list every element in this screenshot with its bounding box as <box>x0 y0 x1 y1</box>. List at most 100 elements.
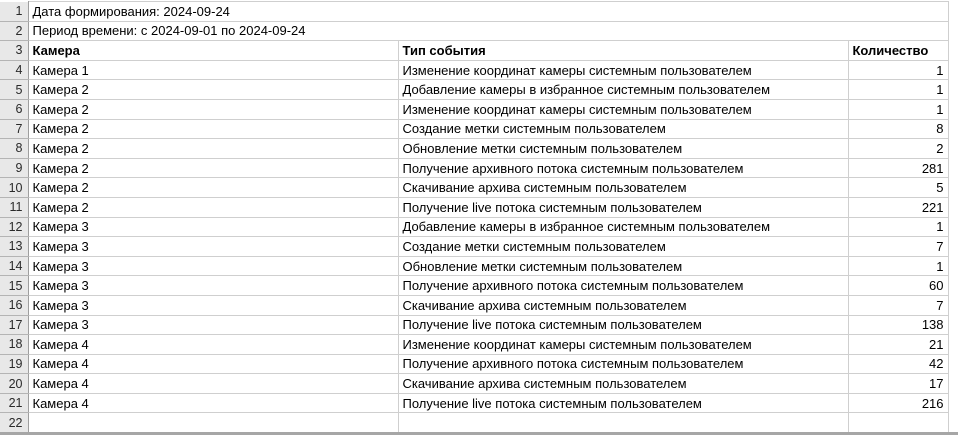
camera-cell[interactable]: Камера 4 <box>27 353 399 375</box>
row-number[interactable]: 20 <box>0 373 29 394</box>
camera-cell[interactable]: Камера 3 <box>27 255 399 277</box>
event-type-cell[interactable]: Получение архивного потока системным пол… <box>397 353 849 375</box>
event-type-cell[interactable]: Получение live потока системным пользова… <box>397 392 849 414</box>
info-cell[interactable]: Дата формирования: 2024-09-24 <box>27 1 949 22</box>
row-number[interactable]: 8 <box>0 138 29 159</box>
camera-cell[interactable]: Камера 3 <box>27 294 399 316</box>
empty-row: 22 <box>0 412 949 434</box>
row-number[interactable]: 11 <box>0 197 29 218</box>
event-type-cell[interactable]: Изменение координат камеры системным пол… <box>397 334 849 355</box>
row-number[interactable]: 5 <box>0 79 29 100</box>
info-row: 2 Период времени: с 2024-09-01 по 2024-09… <box>0 20 949 42</box>
camera-cell[interactable]: Камера 2 <box>27 138 399 159</box>
event-type-cell[interactable] <box>397 412 849 433</box>
row-number[interactable]: 2 <box>0 21 29 42</box>
count-cell[interactable]: 17 <box>847 373 949 394</box>
camera-cell[interactable]: Камера 2 <box>27 79 399 100</box>
row-number[interactable]: 18 <box>0 334 29 355</box>
row-number[interactable]: 16 <box>0 295 29 316</box>
camera-cell[interactable]: Камера 1 <box>27 59 399 81</box>
event-type-cell[interactable]: Получение архивного потока системным пол… <box>397 275 849 296</box>
data-row: 8 Камера 2 Обновление метки системным поль… <box>0 138 949 159</box>
camera-cell[interactable]: Камера 3 <box>27 236 399 257</box>
event-type-cell[interactable]: Добавление камеры в избранное системным … <box>397 216 849 238</box>
row-number[interactable]: 17 <box>0 315 29 336</box>
window-bottom-edge <box>0 432 958 435</box>
count-cell[interactable]: 7 <box>847 294 949 316</box>
data-row: 17 Камера 3 Получение live потока системны… <box>0 314 949 336</box>
camera-cell[interactable]: Камера 2 <box>27 118 399 140</box>
camera-cell[interactable]: Камера 2 <box>27 177 399 198</box>
count-cell[interactable]: 281 <box>847 157 949 179</box>
row-number[interactable]: 1 <box>0 1 29 22</box>
count-cell[interactable]: 1 <box>847 98 949 120</box>
event-type-cell[interactable]: Скачивание архива системным пользователе… <box>397 373 849 394</box>
data-row: 11 Камера 2 Получение live потока системны… <box>0 196 949 218</box>
camera-cell[interactable]: Камера 4 <box>27 334 399 355</box>
data-row: 21 Камера 4 Получение live потока системны… <box>0 392 949 414</box>
data-row: 10 Камера 2 Скачивание архива системным по… <box>0 177 949 198</box>
row-number[interactable]: 10 <box>0 177 29 198</box>
event-type-cell[interactable]: Скачивание архива системным пользователе… <box>397 177 849 198</box>
count-cell[interactable]: 216 <box>847 392 949 414</box>
row-number[interactable]: 15 <box>0 275 29 296</box>
camera-cell[interactable]: Камера 2 <box>27 98 399 120</box>
event-type-cell[interactable]: Получение live потока системным пользова… <box>397 314 849 336</box>
event-type-cell[interactable]: Изменение координат камеры системным пол… <box>397 59 849 81</box>
count-cell[interactable]: 1 <box>847 255 949 277</box>
count-cell[interactable]: 8 <box>847 118 949 140</box>
row-number[interactable]: 19 <box>0 354 29 375</box>
header-row: 3 Камера Тип события Количество <box>0 40 949 61</box>
count-cell[interactable]: 1 <box>847 59 949 81</box>
camera-cell[interactable]: Камера 2 <box>27 196 399 218</box>
row-number[interactable]: 3 <box>0 40 29 61</box>
event-type-cell[interactable]: Создание метки системным пользователем <box>397 236 849 257</box>
data-row: 9 Камера 2 Получение архивного потока сист… <box>0 157 949 179</box>
row-number[interactable]: 7 <box>0 119 29 140</box>
header-event-type[interactable]: Тип события <box>397 40 849 61</box>
event-type-cell[interactable]: Изменение координат камеры системным пол… <box>397 98 849 120</box>
camera-cell[interactable]: Камера 2 <box>27 157 399 179</box>
count-cell[interactable]: 5 <box>847 177 949 198</box>
count-cell[interactable]: 221 <box>847 196 949 218</box>
camera-cell[interactable]: Камера 3 <box>27 314 399 336</box>
count-cell[interactable]: 138 <box>847 314 949 336</box>
info-cell[interactable]: Период времени: с 2024-09-01 по 2024-09-… <box>27 20 949 42</box>
event-type-cell[interactable]: Получение live потока системным пользова… <box>397 196 849 218</box>
count-cell[interactable]: 60 <box>847 275 949 296</box>
row-number[interactable]: 12 <box>0 217 29 238</box>
camera-cell[interactable]: Камера 4 <box>27 392 399 414</box>
count-cell[interactable]: 1 <box>847 79 949 100</box>
count-cell[interactable]: 2 <box>847 138 949 159</box>
camera-cell[interactable]: Камера 3 <box>27 275 399 296</box>
row-number[interactable]: 21 <box>0 393 29 414</box>
event-type-cell[interactable]: Скачивание архива системным пользователе… <box>397 294 849 316</box>
row-number[interactable]: 4 <box>0 60 29 81</box>
camera-cell[interactable]: Камера 3 <box>27 216 399 238</box>
row-number[interactable]: 9 <box>0 158 29 179</box>
camera-cell[interactable] <box>27 412 399 433</box>
row-number[interactable]: 14 <box>0 256 29 277</box>
row-number[interactable]: 22 <box>0 412 29 434</box>
row-number[interactable]: 13 <box>0 236 29 257</box>
header-camera[interactable]: Камера <box>27 40 399 61</box>
data-row: 4 Камера 1 Изменение координат камеры сист… <box>0 59 949 81</box>
event-type-cell[interactable]: Создание метки системным пользователем <box>397 118 849 140</box>
camera-cell[interactable]: Камера 4 <box>27 373 399 394</box>
event-type-cell[interactable]: Обновление метки системным пользователем <box>397 138 849 159</box>
data-row: 5 Камера 2 Добавление камеры в избранное с… <box>0 79 949 100</box>
data-row: 15 Камера 3 Получение архивного потока сис… <box>0 275 949 296</box>
count-cell[interactable]: 42 <box>847 353 949 375</box>
event-type-cell[interactable]: Добавление камеры в избранное системным … <box>397 79 849 100</box>
event-type-cell[interactable]: Получение архивного потока системным пол… <box>397 157 849 179</box>
count-cell[interactable]: 7 <box>847 236 949 257</box>
row-number[interactable]: 6 <box>0 99 29 120</box>
header-count[interactable]: Количество <box>847 40 949 61</box>
count-cell[interactable]: 1 <box>847 216 949 238</box>
data-row: 7 Камера 2 Создание метки системным пользо… <box>0 118 949 140</box>
data-row: 19 Камера 4 Получение архивного потока сис… <box>0 353 949 375</box>
event-type-cell[interactable]: Обновление метки системным пользователем <box>397 255 849 277</box>
count-cell[interactable] <box>847 412 949 433</box>
count-cell[interactable]: 21 <box>847 334 949 355</box>
